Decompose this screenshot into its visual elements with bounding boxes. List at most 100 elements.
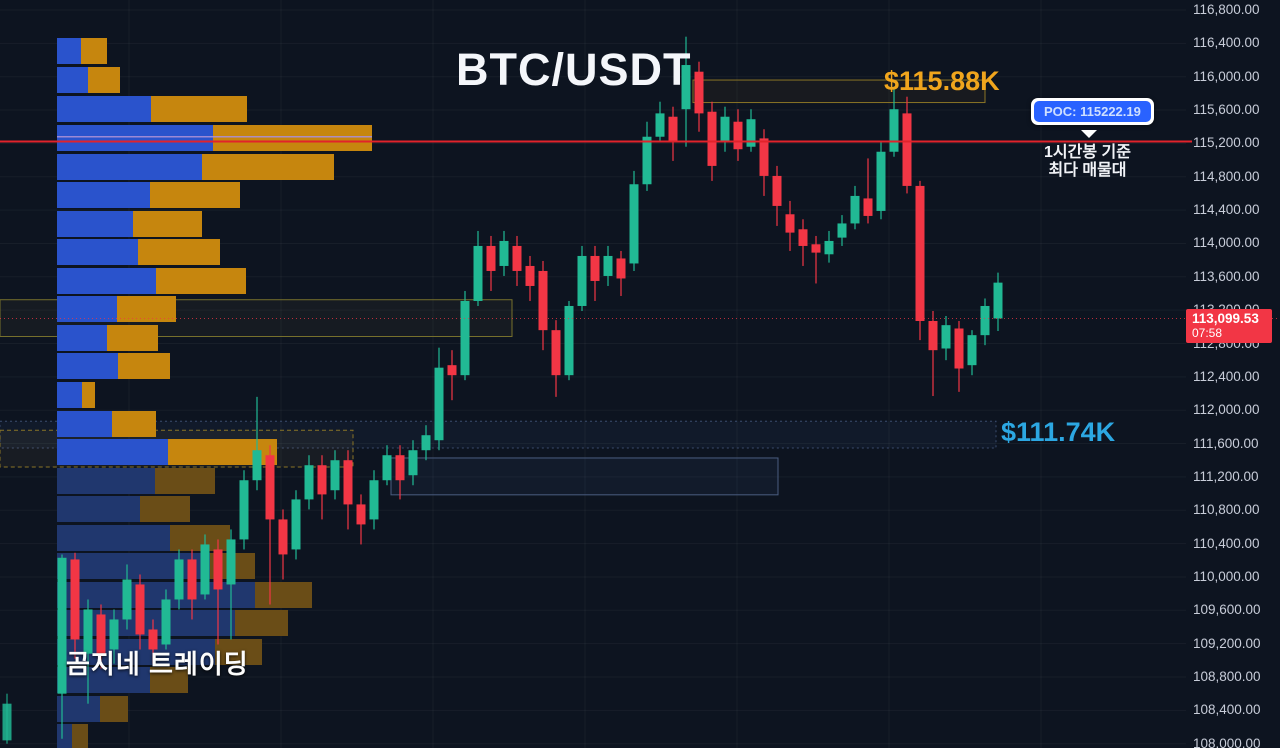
candle — [512, 245, 522, 271]
candle — [96, 614, 106, 654]
candle — [850, 195, 860, 224]
profile-buy-bar — [57, 639, 215, 665]
profile-buy-bar — [57, 239, 138, 265]
candle — [616, 258, 626, 279]
last-price-badge: 113,099.53 07:58 — [1186, 309, 1272, 344]
candle — [330, 460, 340, 491]
profile-sell-bar — [81, 38, 107, 64]
profile-sell-bar — [156, 268, 246, 294]
candle — [135, 584, 145, 635]
poc-alert-tooltip[interactable]: POC: 115222.19 — [1031, 98, 1154, 125]
candle — [304, 465, 314, 500]
price-axis[interactable]: 116,800.00 116,400.00 116,000.00 115,600.00… — [1186, 0, 1280, 748]
poc-annotation: 1시간봉 기준 최다 매물대 — [1025, 144, 1150, 180]
profile-buy-bar — [57, 525, 170, 551]
candle — [733, 121, 743, 150]
profile-sell-bar — [88, 67, 120, 93]
candle — [902, 113, 912, 186]
candle — [161, 599, 171, 645]
candle — [356, 504, 366, 525]
profile-buy-bar — [57, 296, 117, 322]
symbol-title: BTC/USDT — [456, 44, 692, 95]
candle — [928, 320, 938, 351]
axis-price-label: 108,400.00 — [1193, 702, 1261, 718]
candle — [239, 480, 249, 540]
volume-profile — [57, 38, 372, 748]
profile-sell-bar — [170, 525, 230, 551]
profile-buy-bar — [57, 553, 210, 579]
candle — [382, 455, 392, 481]
demand-level-label[interactable]: $111.74K — [1001, 417, 1116, 447]
axis-price-label: 109,600.00 — [1193, 602, 1261, 618]
profile-sell-bar — [117, 296, 176, 322]
candle — [811, 244, 821, 253]
profile-buy-bar — [57, 353, 118, 379]
supply-level-label[interactable]: $115.88K — [884, 66, 1000, 96]
profile-sell-bar — [138, 239, 220, 265]
candle — [408, 450, 418, 476]
candle — [252, 450, 262, 481]
axis-price-label: 108,000.00 — [1193, 735, 1261, 748]
candle — [876, 151, 886, 211]
candle — [772, 175, 782, 206]
profile-sell-bar — [140, 496, 190, 522]
profile-buy-bar — [57, 696, 100, 722]
candle — [967, 335, 977, 366]
candle — [499, 240, 509, 266]
candle — [200, 544, 210, 595]
profile-buy-bar — [57, 468, 155, 494]
candle — [369, 480, 379, 520]
poc-tooltip-pointer-icon — [1081, 130, 1097, 138]
candle — [473, 245, 483, 301]
supply-zone-115-88k — [692, 79, 986, 104]
candle — [291, 499, 301, 550]
candle — [187, 559, 197, 600]
candle — [226, 539, 236, 585]
profile-buy-bar — [57, 38, 81, 64]
candle — [317, 465, 327, 495]
profile-sell-bar — [151, 96, 247, 122]
axis-price-label: 116,800.00 — [1193, 2, 1260, 17]
profile-buy-bar — [57, 125, 213, 151]
candle — [629, 184, 639, 264]
candle — [603, 255, 613, 276]
candle — [343, 460, 353, 505]
axis-price-label: 114,000.00 — [1193, 235, 1260, 251]
candle — [278, 519, 288, 555]
candle — [824, 240, 834, 255]
axis-price-label: 114,800.00 — [1193, 168, 1260, 184]
candle — [889, 109, 899, 152]
axis-price-label: 116,400.00 — [1193, 35, 1260, 51]
candle — [980, 305, 990, 336]
candle — [564, 305, 574, 376]
profile-buy-bar — [57, 382, 82, 408]
candle — [213, 549, 223, 590]
candle — [83, 609, 93, 654]
profile-buy-bar — [57, 96, 151, 122]
axis-price-label: 114,400.00 — [1193, 202, 1260, 218]
candle — [538, 270, 548, 331]
axis-price-label: 115,200.00 — [1193, 135, 1260, 151]
axis-price-label: 113,600.00 — [1193, 268, 1260, 284]
axis-price-label: 112,000.00 — [1193, 402, 1260, 418]
last-price-value: 113,099.53 — [1192, 311, 1259, 326]
candle — [421, 435, 431, 451]
candle — [954, 328, 964, 369]
candle — [746, 119, 756, 147]
profile-sell-bar — [255, 582, 312, 608]
profile-buy-bar — [57, 582, 255, 608]
profile-buy-bar — [57, 667, 150, 693]
axis-price-label: 111,600.00 — [1193, 435, 1259, 451]
profile-sell-bar — [107, 325, 158, 351]
profile-buy-bar — [57, 67, 88, 93]
axis-price-label: 110,800.00 — [1193, 502, 1260, 518]
profile-sell-bar — [133, 211, 202, 237]
axis-price-label: 109,200.00 — [1193, 635, 1261, 651]
profile-buy-bar — [57, 268, 156, 294]
profile-sell-bar — [202, 154, 334, 180]
profile-sell-bar — [112, 411, 156, 437]
axis-price-label: 108,800.00 — [1193, 669, 1261, 684]
poc-annotation-line1: 1시간봉 기준 — [1044, 144, 1131, 161]
